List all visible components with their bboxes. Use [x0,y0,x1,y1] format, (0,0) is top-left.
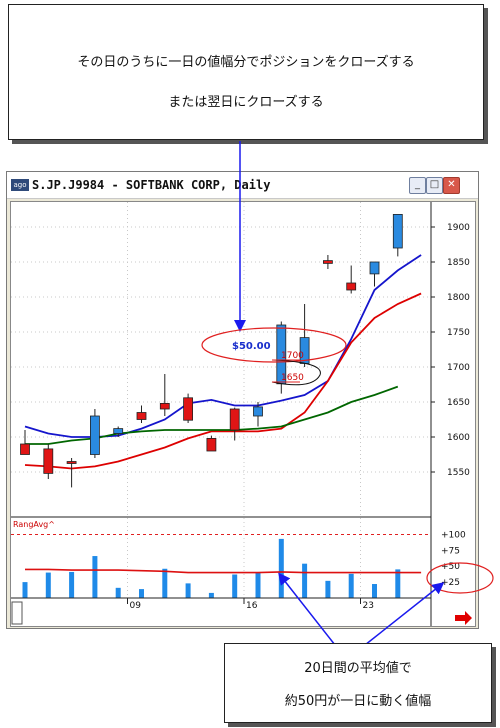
candle-body [159,402,170,410]
indicator-bar [208,592,214,598]
candle-body [276,324,287,385]
window-title: S.JP.J9984 - SOFTBANK CORP, Daily [32,178,271,192]
moving-average-line [24,254,422,438]
scroll-right-arrow-icon[interactable] [455,611,472,625]
indicator-bar [69,571,75,598]
candle-body [206,437,217,452]
candle-body [20,443,30,455]
close-button[interactable]: ✕ [443,177,460,194]
indicator-bar [232,574,238,598]
candle-body [136,412,147,420]
chart-canvas: 1550 1600 1650 1700 1750 1800 1850 1900 RangAvg… [11,202,472,626]
moving-average-line [25,385,399,445]
bottom-callout-line-2: 約50円が一日に動く値幅 [284,694,432,709]
indicator-tick-label: +100 [441,530,466,540]
candle-body [392,213,403,249]
candle-body [229,408,240,431]
indicator-bar [395,569,401,598]
price-tick-label: 1700 [447,363,470,373]
indicator-bar [92,556,98,598]
indicator-bar [278,538,284,598]
candle-body [113,428,124,434]
bottom-callout-box: 20日間の平均値で 約50円が一日に動く値幅 [224,643,492,723]
indicator-tick-label: +50 [441,562,460,572]
candle-body [90,415,100,455]
indicator-bar [139,589,144,598]
date-tick-label: 23 [363,601,374,611]
candle-body [253,406,263,417]
candle-body [346,282,357,291]
bottom-callout-line-1: 20日間の平均値で [304,661,412,676]
top-callout-line-1: その日のうちに一日の値幅分でポジションをクローズする [77,55,415,70]
indicator-bar [348,573,354,598]
indicator-bar [115,587,121,598]
app-icon: ago [11,179,29,191]
indicator-label: RangAvg^ [13,520,55,529]
top-callout-line-2: または翌日にクローズする [168,95,324,110]
moving-average-line [24,292,422,470]
price-tick-label: 1850 [447,258,470,268]
minimize-button[interactable]: _ [409,177,426,194]
indicator-bar [45,572,51,598]
moving-average-lines [24,254,422,470]
indicator-bar [162,568,168,598]
price-tick-label: 1900 [447,223,470,233]
maximize-button[interactable]: □ [426,177,443,194]
top-callout-box: その日のうちに一日の値幅分でポジションをクローズする または翌日にクローズする [8,4,484,140]
price-tick-label: 1650 [447,398,470,408]
chart-window: ago S.JP.J9984 - SOFTBANK CORP, Daily _ … [6,171,479,629]
range-average-bars [11,533,431,598]
window-titlebar[interactable]: ago S.JP.J9984 - SOFTBANK CORP, Daily _ … [7,172,478,199]
indicator-bar [255,572,261,598]
indicator-bar [302,563,308,598]
date-tick-label: 16 [246,601,258,611]
candle-body [299,337,310,364]
price-tick-label: 1750 [447,328,470,338]
price-tick-label: 1550 [447,468,470,478]
indicator-bar [185,583,191,598]
candle-body [43,448,54,474]
price-tick-label: 1800 [447,293,470,303]
candle-body [322,260,333,264]
price-axis: 1550 1600 1650 1700 1750 1800 1850 1900 [431,223,470,478]
indicator-bar [372,584,377,598]
price-tick-label: 1600 [447,433,470,443]
candle-body [369,261,380,275]
indicator-tick-label: +75 [441,546,460,556]
indicator-bar [325,580,331,598]
date-axis: 09 16 23 [11,597,431,611]
horizontal-scroll-thumb[interactable] [11,601,23,625]
price-gridlines [11,202,431,598]
indicator-average-line [25,568,422,574]
indicator-bar [22,582,28,598]
candle-body [183,397,194,421]
indicator-tick-label: +25 [441,578,460,588]
date-tick-label: 09 [130,601,142,611]
candle-body [66,461,77,464]
chart-area[interactable]: 1550 1600 1650 1700 1750 1800 1850 1900 RangAvg… [10,201,476,627]
indicator-axis: +25 +50 +75 +100 [441,530,466,588]
